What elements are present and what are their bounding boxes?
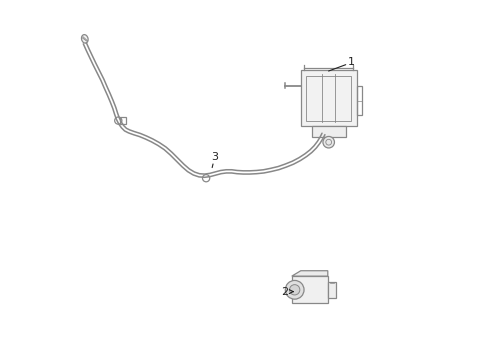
Ellipse shape [81,35,88,43]
Text: 3: 3 [211,152,218,162]
Bar [328,282,336,298]
Circle shape [285,280,304,299]
Bar [292,276,328,303]
Bar [306,76,351,121]
Text: 2: 2 [281,287,289,297]
Polygon shape [292,271,328,276]
Text: 1: 1 [348,57,355,67]
Bar [312,126,346,137]
Circle shape [323,136,335,148]
Bar [357,86,362,115]
Circle shape [290,285,300,295]
Bar [301,70,357,126]
